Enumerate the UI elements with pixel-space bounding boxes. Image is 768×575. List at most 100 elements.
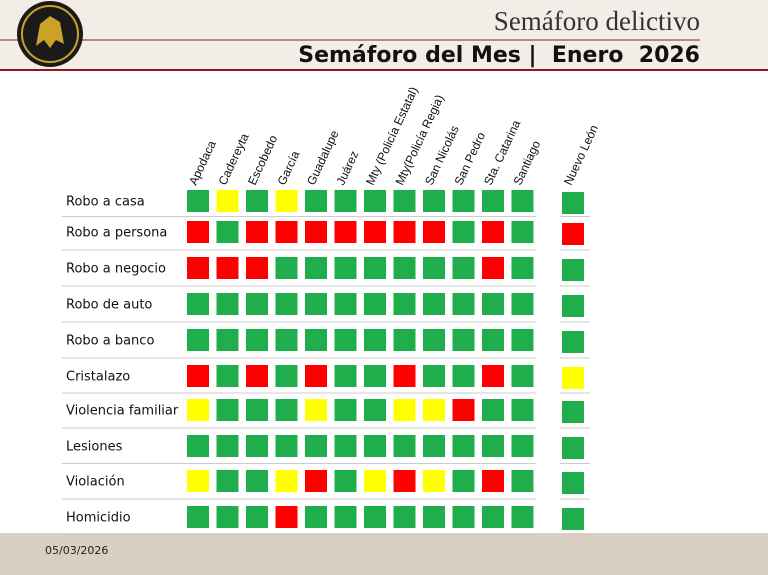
status-cell (511, 399, 534, 421)
status-cell (423, 190, 445, 212)
status-cell (275, 293, 298, 315)
row-label: Robo a persona (66, 226, 167, 241)
status-cell (423, 257, 445, 279)
status-cell (334, 506, 357, 528)
status-cell (482, 506, 504, 528)
status-cell (187, 221, 209, 243)
status-cell (187, 506, 209, 528)
status-cell (216, 506, 239, 528)
status-cell (305, 329, 327, 351)
status-cell (334, 329, 357, 351)
status-cell (187, 329, 209, 351)
footer-band (0, 533, 768, 575)
status-cell (305, 190, 327, 212)
status-cell (364, 399, 386, 421)
footer-date: 05/03/2026 (45, 544, 108, 557)
status-cell-total (562, 192, 584, 214)
header-band (0, 0, 768, 70)
status-cell-total (562, 259, 584, 281)
status-cell (246, 329, 268, 351)
status-cell (305, 435, 327, 457)
status-cell (275, 365, 298, 387)
status-cell (452, 190, 475, 212)
status-cell-total (562, 223, 584, 245)
status-cell (511, 329, 534, 351)
status-cell (275, 221, 298, 243)
status-cell-total (562, 295, 584, 317)
status-cell (305, 470, 327, 492)
status-cell (216, 435, 239, 457)
status-cell (423, 506, 445, 528)
row-label: Violación (66, 475, 125, 490)
subtitle: Semáforo del Mes | Enero 2026 (298, 43, 700, 68)
status-cell (334, 435, 357, 457)
row-label: Robo a casa (66, 195, 145, 210)
status-cell (511, 435, 534, 457)
status-cell (482, 365, 504, 387)
status-cell (393, 365, 416, 387)
status-cell (364, 506, 386, 528)
status-cell (275, 435, 298, 457)
logo (17, 1, 83, 67)
status-cell (482, 257, 504, 279)
status-cell (482, 221, 504, 243)
status-cell (334, 190, 357, 212)
status-cell (305, 293, 327, 315)
status-cell (246, 221, 268, 243)
status-cell-total (562, 401, 584, 423)
status-cell (452, 329, 475, 351)
status-cell (452, 365, 475, 387)
status-cell (364, 221, 386, 243)
status-cell (246, 190, 268, 212)
status-cell (452, 470, 475, 492)
status-cell (187, 293, 209, 315)
status-cell (275, 190, 298, 212)
status-cell (187, 435, 209, 457)
status-cell (216, 365, 239, 387)
status-cell (393, 329, 416, 351)
status-cell-total (562, 472, 584, 494)
status-cell (452, 293, 475, 315)
status-cell (423, 399, 445, 421)
status-cell (364, 435, 386, 457)
status-cell (305, 399, 327, 421)
status-cell (423, 365, 445, 387)
status-cell (452, 435, 475, 457)
status-cell (482, 470, 504, 492)
status-cell (216, 221, 239, 243)
status-cell (423, 329, 445, 351)
title: Semáforo delictivo (494, 6, 700, 36)
status-cell (275, 506, 298, 528)
status-cell (305, 506, 327, 528)
status-cell-total (562, 367, 584, 389)
column-header: Nuevo León (561, 123, 601, 188)
status-cell (511, 190, 534, 212)
status-cell (482, 190, 504, 212)
status-cell (246, 293, 268, 315)
status-cell (334, 293, 357, 315)
status-cell (452, 257, 475, 279)
column-header: García (275, 148, 303, 187)
status-cell (393, 399, 416, 421)
status-cell (216, 190, 239, 212)
row-label: Lesiones (66, 440, 123, 455)
status-cell (511, 221, 534, 243)
status-cell (275, 257, 298, 279)
row-label: Cristalazo (66, 370, 130, 385)
status-cell (246, 506, 268, 528)
status-cell (364, 329, 386, 351)
status-cell (305, 365, 327, 387)
status-cell (246, 399, 268, 421)
status-cell (393, 470, 416, 492)
status-cell (482, 399, 504, 421)
status-cell (246, 257, 268, 279)
status-cell (187, 365, 209, 387)
status-cell (305, 257, 327, 279)
status-cell (423, 435, 445, 457)
status-cell (364, 470, 386, 492)
row-label: Homicidio (66, 511, 131, 526)
status-cell (423, 221, 445, 243)
status-cell (246, 365, 268, 387)
row-label: Robo de auto (66, 298, 152, 313)
